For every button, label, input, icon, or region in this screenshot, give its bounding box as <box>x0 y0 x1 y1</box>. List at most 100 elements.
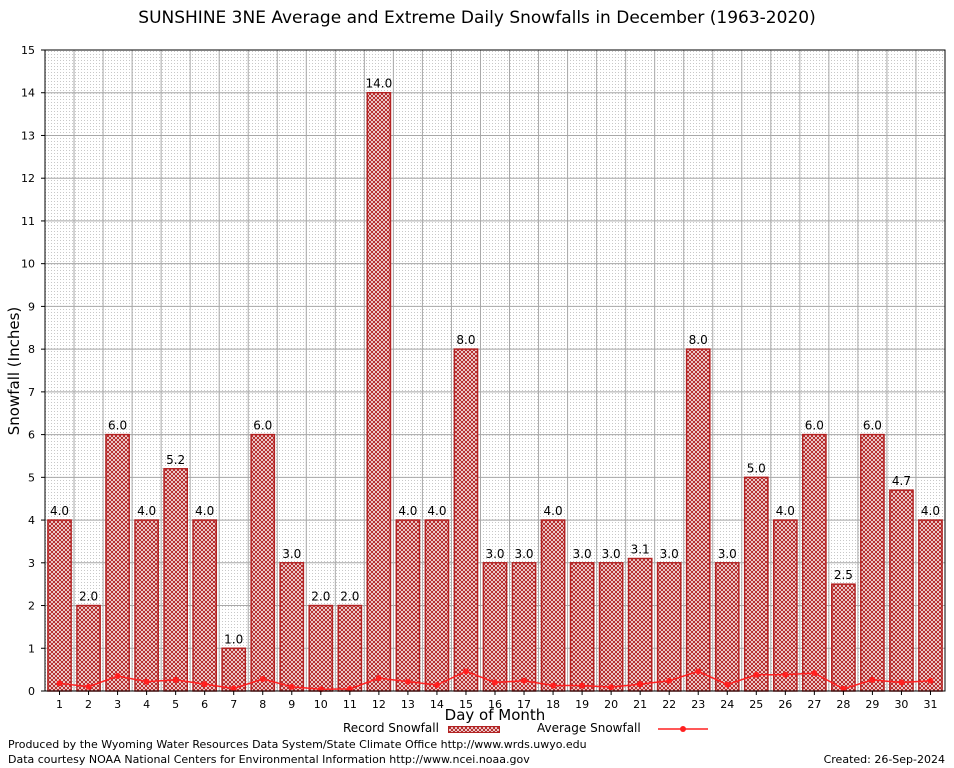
y-tick-label: 0 <box>28 685 35 698</box>
record-bar <box>860 433 885 692</box>
average-snowfall-point <box>462 668 469 675</box>
y-tick-label: 13 <box>21 129 35 142</box>
y-tick-label: 12 <box>21 172 35 185</box>
bar-value-label: 3.0 <box>514 547 533 561</box>
bar-value-label: 3.0 <box>282 547 301 561</box>
record-bar <box>366 91 392 692</box>
record-bar <box>569 562 595 692</box>
x-tick-label: 10 <box>314 698 328 711</box>
record-bar <box>192 519 218 692</box>
x-tick-label: 30 <box>894 698 908 711</box>
record-bar <box>685 348 711 692</box>
record-bar <box>395 519 421 692</box>
x-tick-label: 19 <box>575 698 589 711</box>
bar-value-label: 3.0 <box>602 547 621 561</box>
x-tick-label: 23 <box>691 698 705 711</box>
x-tick-label: 6 <box>201 698 208 711</box>
bar-value-label: 3.0 <box>660 547 679 561</box>
record-bar <box>308 604 334 692</box>
bar-value-label: 3.0 <box>485 547 504 561</box>
record-bar <box>279 562 305 692</box>
bar-value-label: 1.0 <box>224 632 243 646</box>
bar-value-label: 5.2 <box>166 453 185 467</box>
x-tick-label: 24 <box>720 698 734 711</box>
average-snowfall-point <box>230 685 237 692</box>
y-tick-label: 1 <box>28 642 35 655</box>
average-snowfall-point <box>375 675 382 682</box>
y-tick-label: 14 <box>21 87 35 100</box>
record-bar <box>453 348 479 692</box>
bar-value-label: 4.0 <box>195 504 214 518</box>
record-bar <box>250 433 276 692</box>
y-tick-label: 7 <box>28 386 35 399</box>
bar-value-label: 4.0 <box>427 504 446 518</box>
record-bar <box>656 562 682 692</box>
record-bar <box>714 562 740 692</box>
bar-value-label: 6.0 <box>108 419 127 433</box>
average-snowfall-point <box>201 681 208 688</box>
bar-value-label: 4.0 <box>398 504 417 518</box>
bar-value-label: 3.1 <box>631 543 650 557</box>
bar-value-label: 14.0 <box>366 77 393 91</box>
legend-record-label: Record Snowfall <box>343 721 439 735</box>
record-bar <box>772 519 798 692</box>
y-tick-label: 11 <box>21 215 35 228</box>
legend-average-label: Average Snowfall <box>537 721 641 735</box>
bar-value-label: 5.0 <box>747 461 766 475</box>
x-tick-label: 7 <box>230 698 237 711</box>
average-snowfall-point <box>927 677 934 684</box>
bar-value-label: 3.0 <box>718 547 737 561</box>
record-bar <box>831 583 856 692</box>
legend-record-swatch <box>448 726 500 733</box>
average-snowfall-point <box>56 680 63 687</box>
x-tick-label: 1 <box>56 698 63 711</box>
x-tick-label: 15 <box>459 698 473 711</box>
bar-value-label: 4.0 <box>50 504 69 518</box>
average-snowfall-point <box>550 682 557 689</box>
average-snowfall-point <box>608 684 615 691</box>
x-tick-label: 22 <box>662 698 676 711</box>
x-tick-label: 14 <box>430 698 444 711</box>
x-tick-label: 28 <box>836 698 850 711</box>
average-snowfall-point <box>579 682 586 689</box>
record-bar <box>482 562 508 692</box>
average-snowfall-point <box>782 671 789 678</box>
y-tick-label: 6 <box>28 429 35 442</box>
average-snowfall-point <box>492 679 498 686</box>
bar-value-label: 4.0 <box>776 504 795 518</box>
y-tick-label: 10 <box>21 258 35 271</box>
average-snowfall-point <box>869 676 876 683</box>
x-axis-label: Day of Month <box>444 706 546 724</box>
x-tick-label: 26 <box>778 698 792 711</box>
average-snowfall-point <box>637 681 644 688</box>
record-bar <box>76 604 101 692</box>
x-tick-label: 31 <box>923 698 937 711</box>
bar-value-label: 4.0 <box>544 504 563 518</box>
legend-average-line <box>658 726 708 732</box>
x-tick-label: 16 <box>488 698 502 711</box>
credit-producer: Produced by the Wyoming Water Resources … <box>8 738 587 751</box>
created-date: Created: 26-Sep-2024 <box>823 753 945 766</box>
bar-value-label: 2.0 <box>311 590 330 604</box>
record-bar <box>163 468 189 692</box>
bar-value-label: 4.0 <box>921 504 940 518</box>
x-tick-label: 20 <box>604 698 618 711</box>
bar-value-label: 6.0 <box>863 419 882 433</box>
y-tick-label: 4 <box>28 514 35 527</box>
bar-value-label: 3.0 <box>573 547 592 561</box>
record-bar <box>221 647 247 692</box>
record-bar <box>743 476 769 692</box>
record-bar <box>424 519 450 692</box>
x-tick-label: 3 <box>114 698 121 711</box>
record-bar <box>889 489 914 692</box>
average-snowfall-point <box>753 671 760 678</box>
record-bar <box>627 557 653 692</box>
x-tick-label: 5 <box>172 698 179 711</box>
average-snowfall-point <box>724 681 731 688</box>
average-snowfall-point <box>811 670 818 677</box>
average-snowfall-point <box>404 678 411 685</box>
x-tick-label: 11 <box>343 698 357 711</box>
average-snowfall-point <box>695 668 702 675</box>
x-tick-label: 12 <box>372 698 386 711</box>
average-snowfall-point <box>521 677 528 684</box>
